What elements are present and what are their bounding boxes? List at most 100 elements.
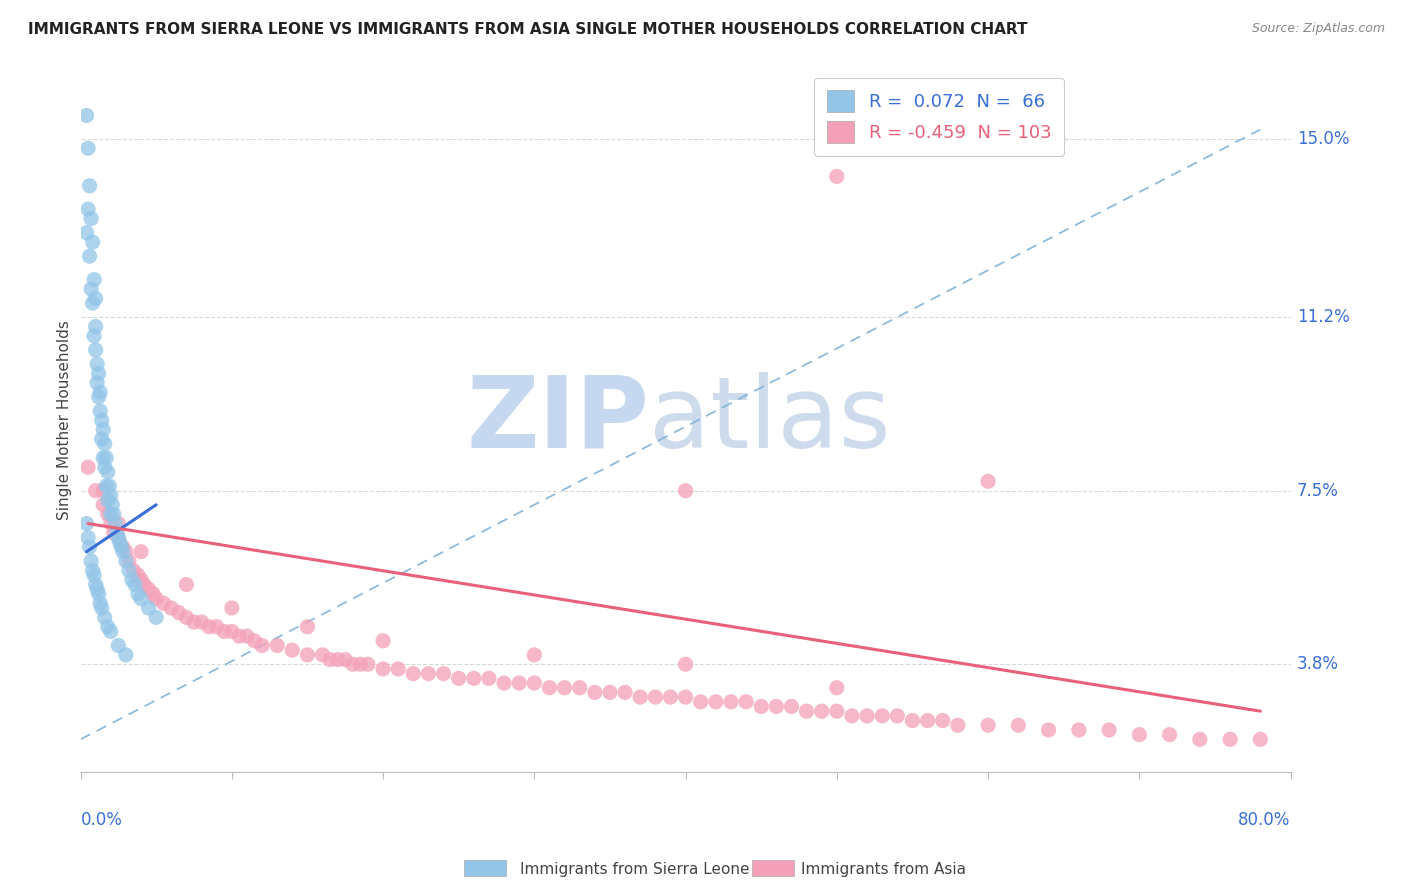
Point [97,493,120,508]
Text: IMMIGRANTS FROM SIERRA LEONE VS IMMIGRANTS FROM ASIA SINGLE MOTHER HOUSEHOLDS CO: IMMIGRANTS FROM SIERRA LEONE VS IMMIGRAN… [28,22,1028,37]
Point [335,652,357,666]
Point [319,652,342,666]
Point [523,676,546,690]
Point [103,507,125,521]
Point [86,357,108,371]
Point [221,624,243,639]
Point [644,690,666,705]
Point [111,544,134,558]
Text: Source: ZipAtlas.com: Source: ZipAtlas.com [1251,22,1385,36]
Point [152,596,174,610]
Point [115,554,138,568]
Point [118,554,141,568]
Point [675,483,697,498]
Text: 7.5%: 7.5% [1296,482,1339,500]
Point [810,704,832,718]
Point [931,714,953,728]
Point [205,620,228,634]
Point [87,390,110,404]
Point [1007,718,1029,732]
Legend: R =  0.072  N =  66, R = -0.459  N = 103: R = 0.072 N = 66, R = -0.459 N = 103 [814,78,1064,156]
Point [84,319,107,334]
Point [77,460,100,475]
Point [1067,723,1090,737]
Point [89,596,111,610]
Point [659,690,682,705]
Point [76,108,98,122]
Point [796,704,818,718]
Point [89,404,111,418]
Point [1159,728,1181,742]
Point [121,573,143,587]
Point [538,681,561,695]
Point [129,591,152,606]
Point [79,540,101,554]
Point [97,620,120,634]
Point [107,516,129,531]
Point [886,709,908,723]
Point [1128,728,1150,742]
Point [96,450,118,465]
Point [236,629,259,643]
Point [568,681,591,695]
Text: 3.8%: 3.8% [1296,656,1339,673]
Point [138,601,160,615]
Point [494,676,516,690]
Point [870,709,893,723]
Point [212,624,235,639]
Point [91,483,114,498]
Point [176,610,198,624]
Point [371,662,394,676]
Point [79,178,101,193]
Point [599,685,621,699]
Point [84,292,107,306]
Point [523,648,546,662]
Point [90,432,112,446]
Point [221,601,243,615]
Point [93,437,115,451]
Point [91,498,114,512]
Point [79,249,101,263]
Point [83,272,105,286]
Point [145,610,167,624]
Point [82,296,104,310]
Point [93,460,115,475]
Point [281,643,304,657]
Point [463,671,485,685]
Point [402,666,425,681]
Point [145,591,167,606]
Point [129,544,152,558]
Point [190,615,212,629]
Point [122,564,145,578]
Point [76,226,98,240]
Point [371,633,394,648]
Point [614,685,637,699]
Point [82,235,104,249]
Point [583,685,606,699]
Point [689,695,711,709]
Point [554,681,576,695]
Text: 80.0%: 80.0% [1239,811,1291,829]
Text: Immigrants from Asia: Immigrants from Asia [801,863,966,877]
Point [108,535,131,549]
Point [349,657,371,672]
Point [250,639,273,653]
Point [76,516,98,531]
Point [83,568,105,582]
Point [297,648,319,662]
Point [111,540,134,554]
Point [1038,723,1060,737]
Point [917,714,939,728]
Point [387,662,409,676]
Point [1219,732,1241,747]
Point [98,479,121,493]
Point [901,714,924,728]
Point [735,695,758,709]
Point [86,582,108,597]
Point [105,525,128,540]
Point [84,483,107,498]
Point [297,620,319,634]
Point [825,704,848,718]
Point [1188,732,1211,747]
Point [107,531,129,545]
